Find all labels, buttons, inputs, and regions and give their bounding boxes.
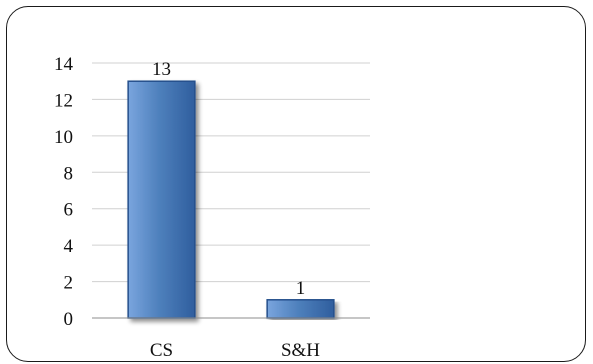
y-tick-label: 8 [64,163,74,184]
data-label: 1 [296,278,306,299]
y-tick-label: 14 [54,54,74,75]
y-tick-label: 0 [64,309,74,330]
x-axis-categories: CS S&H [150,340,320,361]
y-axis-ticks: 0 2 4 6 8 10 12 14 [54,54,74,330]
bar-s-h [266,299,335,319]
y-tick-label: 2 [64,273,74,294]
bars [127,80,335,319]
y-tick-label: 4 [64,236,74,257]
data-label: 13 [152,59,171,80]
y-tick-label: 6 [64,200,74,221]
bar-cs [127,80,196,319]
x-category-label: CS [150,340,173,361]
y-tick-label: 12 [54,90,73,111]
data-labels: 13 1 [152,59,305,299]
y-tick-label: 10 [54,127,73,148]
x-category-label: S&H [281,340,320,361]
